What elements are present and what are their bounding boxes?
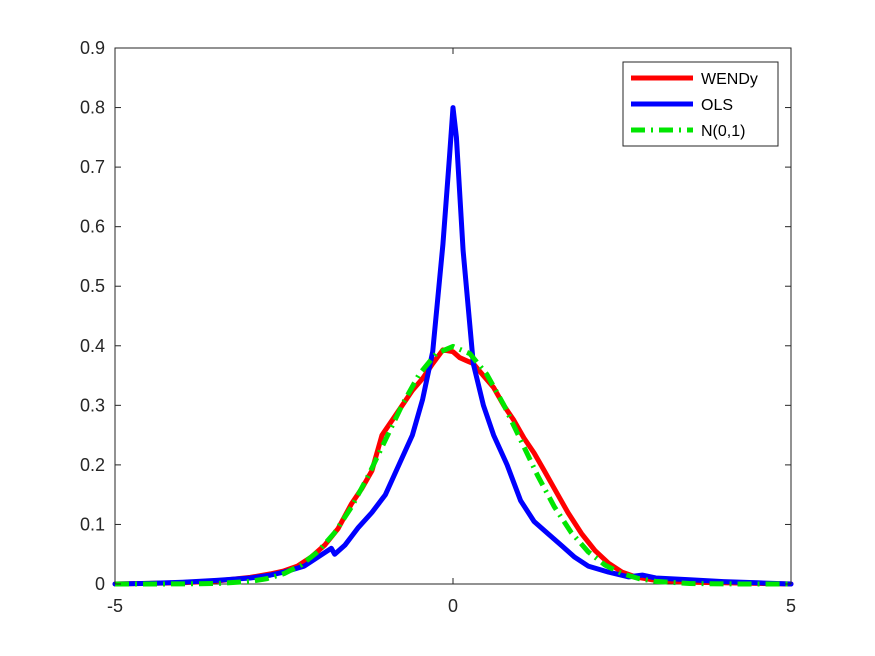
y-tick-label: 0.9 — [80, 38, 105, 58]
y-tick-label: 0.1 — [80, 514, 105, 534]
y-tick-label: 0 — [95, 574, 105, 594]
legend-label-2: N(0,1) — [701, 123, 745, 140]
series-line-2 — [115, 343, 791, 587]
legend-label-1: OLS — [701, 97, 733, 114]
x-tick-label: 5 — [786, 596, 796, 616]
series-line-1 — [112, 105, 794, 587]
y-tick-label: 0.7 — [80, 157, 105, 177]
y-tick-label: 0.2 — [80, 455, 105, 475]
legend-label-0: WENDy — [701, 71, 758, 88]
x-tick-label: 0 — [448, 596, 458, 616]
y-tick-label: 0.3 — [80, 395, 105, 415]
legend: WENDy OLS N(0,1) — [622, 61, 779, 147]
x-tick-label: -5 — [107, 596, 123, 616]
series-group — [112, 105, 794, 587]
y-tick-label: 0.8 — [80, 98, 105, 118]
y-tick-label: 0.4 — [80, 336, 105, 356]
y-tick-label: 0.6 — [80, 217, 105, 237]
y-tick-label: 0.5 — [80, 276, 105, 296]
ticks-group: -5 0 500.10.20.30.40.50.60.70.80.9 — [80, 38, 796, 616]
